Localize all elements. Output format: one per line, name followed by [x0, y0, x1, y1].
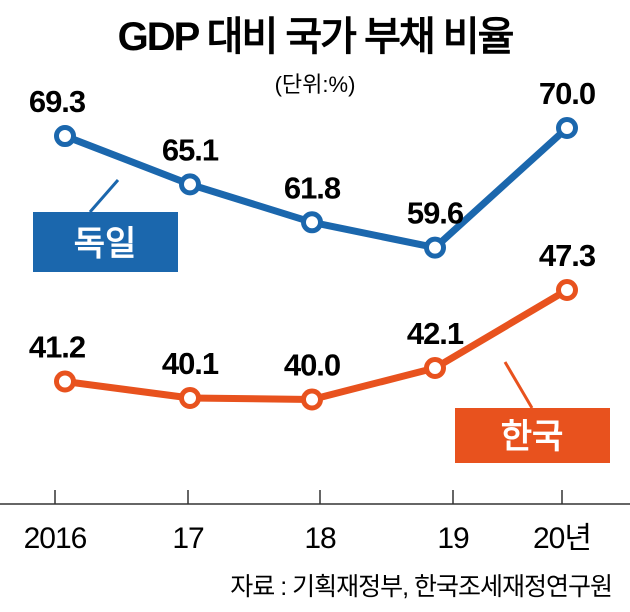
x-tick-label: 18 — [304, 522, 336, 555]
data-point — [54, 125, 76, 148]
data-label: 59.6 — [407, 196, 464, 231]
data-label: 61.8 — [284, 170, 341, 205]
data-point — [424, 236, 446, 259]
germany-leader-line — [88, 179, 120, 213]
data-label: 40.1 — [162, 346, 219, 381]
data-point — [301, 211, 323, 234]
germany-badge-label: 독일 — [74, 225, 137, 263]
data-label: 69.3 — [29, 84, 86, 119]
data-label: 42.1 — [407, 316, 464, 351]
unit-label: (단위:%) — [275, 72, 356, 97]
data-label: 70.0 — [539, 76, 595, 111]
data-point — [556, 117, 578, 139]
data-label: 47.3 — [539, 238, 596, 273]
series-line-korea — [64, 286, 569, 403]
data-point — [301, 388, 323, 411]
korea-leader-line — [503, 361, 534, 409]
data-label: 41.2 — [29, 330, 85, 365]
data-point — [556, 279, 578, 301]
korea-badge-label: 한국 — [501, 418, 564, 456]
data-point — [424, 357, 446, 379]
korea-badge — [455, 408, 610, 463]
x-tick-label: 17 — [172, 522, 204, 555]
x-tick-label: 19 — [437, 522, 469, 555]
data-point — [54, 370, 76, 393]
chart-title: GDP 대비 국가 부채 비율 — [118, 15, 514, 59]
source-note: 자료 : 기획재정부, 한국조세재정연구원 — [230, 573, 612, 601]
data-point — [179, 387, 201, 409]
x-tick-label: 20년 — [533, 522, 591, 555]
data-label: 40.0 — [284, 348, 340, 383]
data-point — [179, 173, 201, 196]
data-label: 65.1 — [162, 132, 219, 167]
x-tick-label: 2016 — [24, 522, 87, 555]
germany-badge — [33, 212, 178, 272]
